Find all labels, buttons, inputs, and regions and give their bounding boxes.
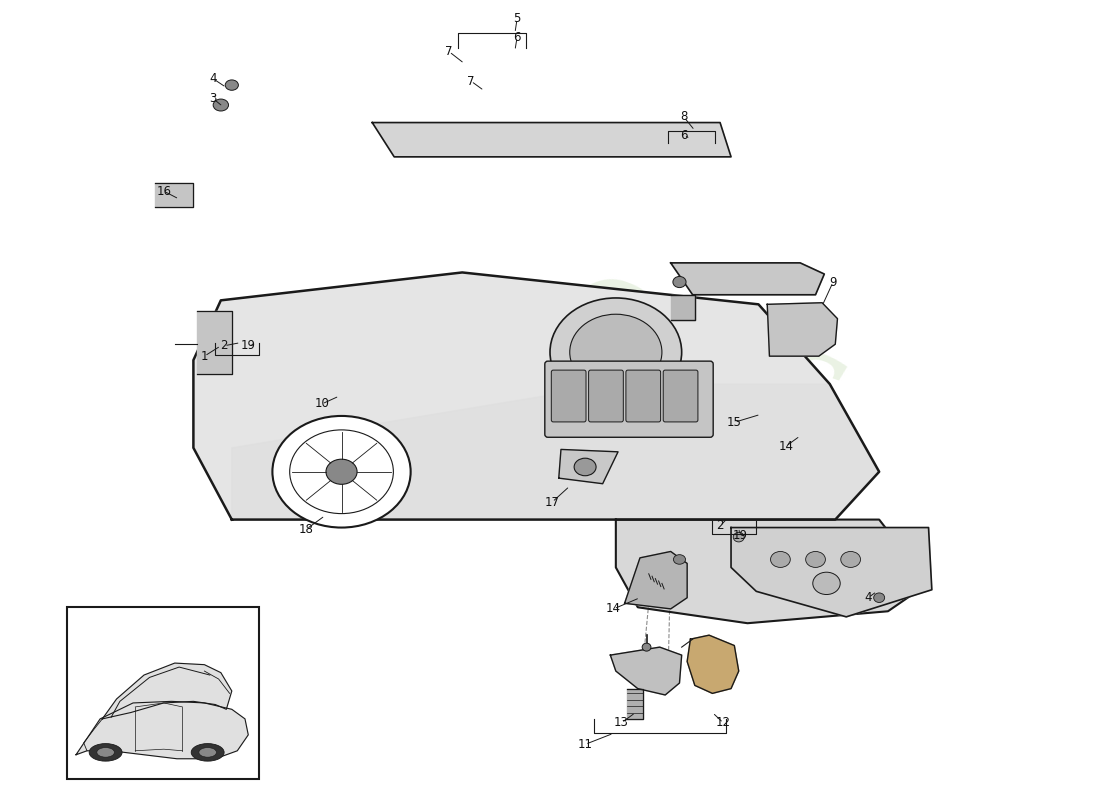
Ellipse shape [840, 551, 860, 567]
Text: 18: 18 [299, 522, 314, 536]
Ellipse shape [642, 643, 651, 651]
Ellipse shape [673, 277, 686, 287]
Text: 14: 14 [779, 440, 793, 453]
Ellipse shape [574, 458, 596, 476]
Polygon shape [732, 527, 932, 617]
Ellipse shape [805, 551, 825, 567]
Ellipse shape [326, 459, 358, 484]
Text: 10: 10 [315, 398, 329, 410]
Polygon shape [671, 294, 695, 320]
Text: 7: 7 [468, 74, 475, 88]
Polygon shape [610, 647, 682, 695]
Bar [67, 607, 260, 778]
Ellipse shape [199, 747, 217, 757]
Text: 6: 6 [514, 30, 520, 44]
FancyBboxPatch shape [663, 370, 697, 422]
Text: 19: 19 [733, 529, 747, 542]
Text: 11: 11 [578, 738, 593, 751]
Text: ares: ares [547, 239, 860, 450]
Text: 3: 3 [209, 92, 217, 105]
Ellipse shape [213, 99, 229, 111]
Text: a passion for auto since 1985: a passion for auto since 1985 [364, 405, 802, 586]
Text: 13: 13 [614, 716, 629, 730]
Text: 8: 8 [680, 110, 688, 123]
Text: 12: 12 [716, 716, 730, 730]
FancyBboxPatch shape [551, 370, 586, 422]
Text: 14: 14 [606, 602, 621, 615]
Polygon shape [155, 183, 194, 207]
Text: 4: 4 [209, 72, 217, 86]
Text: europ: europ [343, 292, 757, 540]
Ellipse shape [734, 532, 745, 542]
Ellipse shape [570, 314, 662, 390]
Text: 6: 6 [680, 129, 688, 142]
Polygon shape [197, 310, 232, 374]
Text: 2: 2 [716, 519, 724, 533]
Polygon shape [688, 635, 739, 694]
Polygon shape [194, 273, 879, 519]
Text: 19: 19 [241, 339, 256, 352]
Ellipse shape [673, 554, 685, 564]
Polygon shape [559, 450, 618, 484]
Polygon shape [76, 702, 249, 758]
Ellipse shape [273, 416, 410, 527]
Polygon shape [671, 263, 824, 294]
Polygon shape [625, 551, 688, 609]
Ellipse shape [550, 298, 682, 406]
Ellipse shape [873, 593, 884, 602]
Ellipse shape [226, 80, 239, 90]
Ellipse shape [770, 551, 790, 567]
Text: 5: 5 [514, 13, 520, 26]
Text: 7: 7 [446, 45, 453, 58]
Polygon shape [232, 384, 879, 519]
Text: 1: 1 [200, 350, 208, 362]
Polygon shape [102, 663, 232, 719]
Polygon shape [767, 302, 837, 356]
Ellipse shape [813, 572, 840, 594]
Polygon shape [372, 122, 732, 157]
Text: 15: 15 [727, 416, 741, 429]
Polygon shape [627, 689, 644, 719]
FancyBboxPatch shape [588, 370, 624, 422]
Ellipse shape [89, 744, 122, 761]
Text: 4: 4 [865, 591, 872, 604]
Ellipse shape [97, 747, 114, 757]
FancyBboxPatch shape [544, 361, 713, 438]
Text: 16: 16 [156, 185, 172, 198]
Ellipse shape [191, 744, 224, 761]
Text: 9: 9 [829, 275, 837, 289]
FancyBboxPatch shape [626, 370, 661, 422]
Polygon shape [616, 519, 928, 623]
Text: 2: 2 [220, 339, 228, 352]
Text: 17: 17 [544, 495, 560, 509]
